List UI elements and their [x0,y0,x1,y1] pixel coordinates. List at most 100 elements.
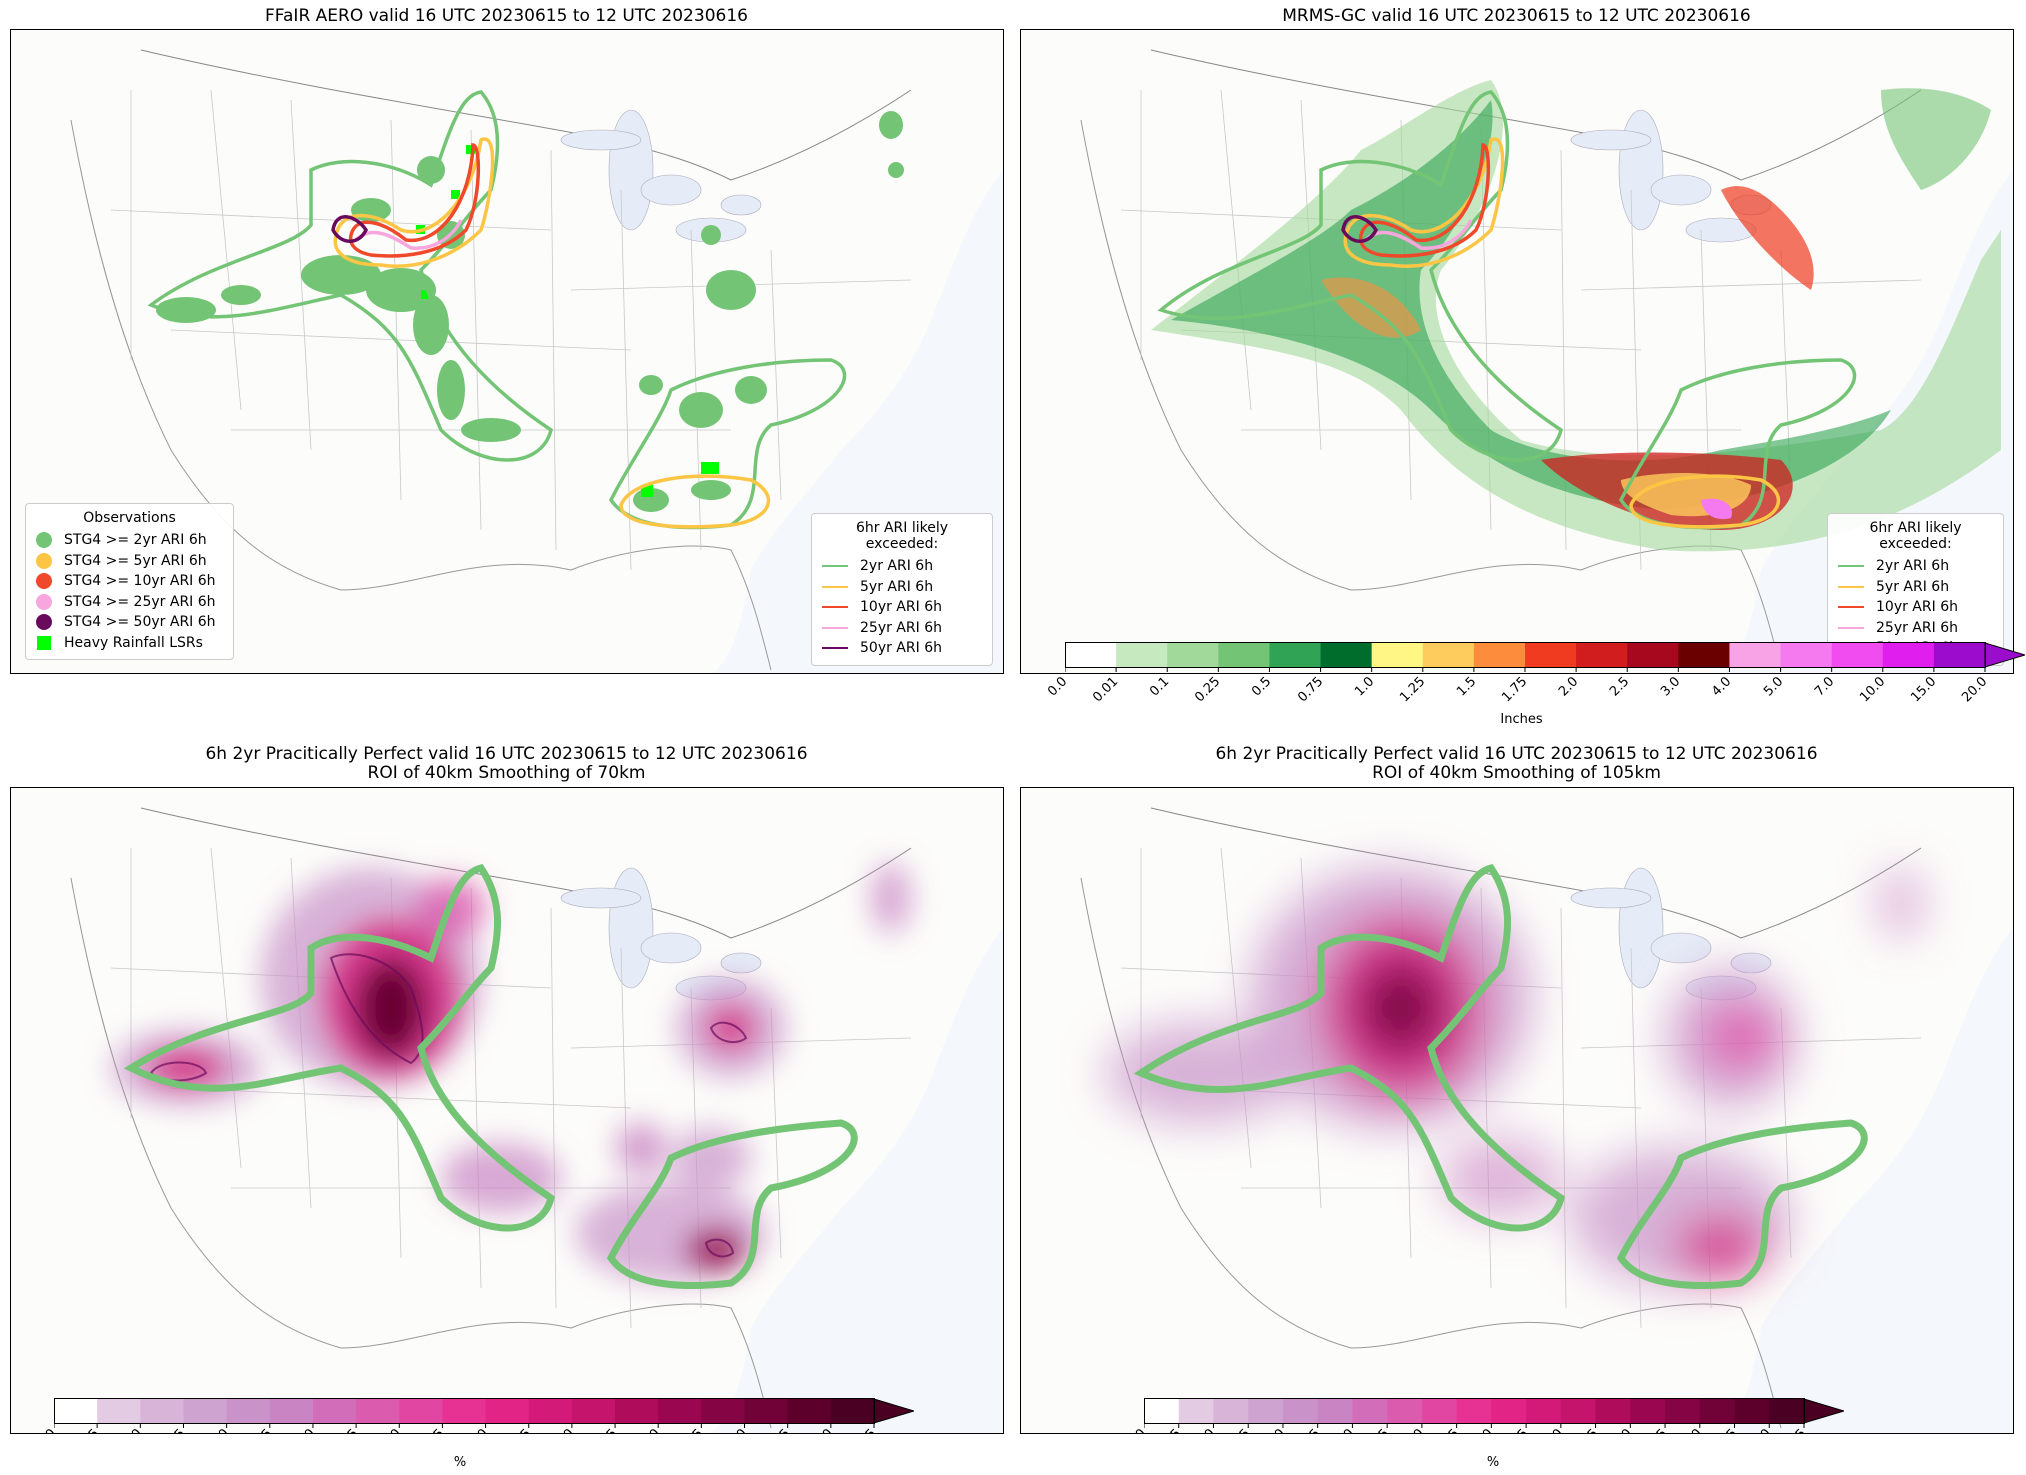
colorbar-segment [226,1399,271,1423]
land-area [11,30,1003,673]
map-pp-70km [11,788,1003,1433]
colorbar-segment [54,1399,98,1423]
legend-item: 25yr ARI 6h [1838,618,1993,639]
colorbar-segment [1595,1399,1631,1423]
forecast-2yr-contour [123,864,858,1289]
colorbar-segment [1729,643,1782,667]
colorbar-segment [1116,643,1168,667]
lake [608,867,654,989]
colorbar-segment [658,1399,702,1423]
colorbar-frame [54,1398,875,1424]
state-border [170,1087,632,1109]
legend-item: STG4 >= 10yr ARI 6h [36,571,223,592]
legend-item: 5yr ARI 6h [822,577,982,598]
state-border [210,847,242,1169]
colorbar-frame [1144,1398,1805,1424]
panel-title-br: 6h 2yr Pracitically Perfect valid 16 UTC… [1215,744,1818,783]
colorbar-segment [1526,1399,1562,1423]
state-border [210,89,242,411]
lake [1570,887,1652,909]
lake [720,194,762,216]
colorbar-segment [1780,643,1833,667]
colorbar-segment [356,1399,400,1423]
precip-colorbar-bar [1065,642,2025,672]
legend-title: Observations [83,510,176,526]
prob-colorbar-105km: 05101520253035404550556065707580859095 [1133,1398,2004,1433]
colorbar-segment [1320,643,1373,667]
colorbar-segment [1491,1399,1527,1423]
prob-colorbar-label-70km: % [453,1455,467,1470]
legend-title: 6hr ARI likely exceeded: [1869,520,1962,552]
state-border [550,907,557,1309]
ari-contours [1157,90,1857,530]
colorbar-segment [1630,1399,1666,1423]
forecast-2yr-contour [1133,864,1868,1289]
colorbar-segment [140,1399,184,1423]
colorbar-segment [830,1399,875,1423]
colorbar-tick-label: 20.0 [1959,674,1991,706]
colorbar-segment [1282,1399,1319,1423]
panel-title-tr: MRMS-GC valid 16 UTC 20230615 to 12 UTC … [1282,6,1751,26]
colorbar-segment [787,1399,832,1423]
legend-item: Heavy Rainfall LSRs [36,633,223,654]
ari-contours [147,90,847,530]
legend-item: STG4 >= 50yr ARI 6h [36,612,223,633]
colorbar-segment [1213,1399,1249,1423]
observations-legend: Observations STG4 >= 2yr ARI 6h STG4 >= … [25,503,234,660]
map-panel-ffair: Observations STG4 >= 2yr ARI 6h STG4 >= … [10,29,1004,674]
colorbar-segment [1525,643,1577,667]
colorbar-segment [1371,643,1424,667]
state-border [1560,907,1567,1309]
colorbar-segment [1665,1399,1701,1423]
colorbar-extend-arrow [1984,642,2025,668]
lake [560,129,642,151]
lake [1618,109,1664,231]
colorbar-segment [183,1399,228,1423]
prob-colorbar-bar [1144,1398,1844,1428]
colorbar-segment [97,1399,141,1423]
lake [1570,129,1652,151]
state-border [550,149,557,551]
map-panel-mrms: 6hr ARI likely exceeded: 2yr ARI 6h 5yr … [1020,29,2014,674]
colorbar-extend-arrow [1803,1398,1844,1424]
legend-item: STG4 >= 5yr ARI 6h [36,551,223,572]
colorbar-tick-label: 15.0 [1908,674,1940,706]
panel-title-bl: 6h 2yr Pracitically Perfect valid 16 UTC… [205,744,808,783]
prob-colorbar-label-105km: % [1486,1455,1500,1470]
lake [640,174,702,206]
lake [1618,867,1664,989]
colorbar-segment [1248,1399,1284,1423]
map-mrms [1021,30,2013,673]
colorbar-segment [1144,1399,1180,1423]
prob-colorbar-70km: 05101520253035404550556065707580859095 [43,1398,954,1433]
colorbar-tick-label: 4.0 [1709,674,1735,700]
colorbar-tick-label: 0.0 [1045,674,1071,700]
colorbar-extend-arrow [873,1398,914,1424]
mrms-precip-field [1151,80,2001,552]
legend-item: 10yr ARI 6h [822,597,982,618]
state-border [170,329,632,351]
colorbar-tick-label: 1.5 [1453,674,1480,700]
colorbar-tick-label: 0.01 [1090,674,1122,706]
legend-item: STG4 >= 25yr ARI 6h [36,592,223,613]
colorbar-tick-label: 0.75 [1294,674,1326,706]
ari-legend: 6hr ARI likely exceeded: 2yr ARI 6h 5yr … [811,513,993,666]
legend-item: 5yr ARI 6h [1838,577,1993,598]
colorbar-segment [1218,643,1270,667]
colorbar-segment [1933,643,1986,667]
colorbar-segment [1269,643,1322,667]
state-border [110,209,552,231]
colorbar-segment [1769,1399,1805,1423]
colorbar-segment [1576,643,1628,667]
colorbar-tick-label: 0.25 [1192,674,1224,706]
colorbar-segment [615,1399,659,1423]
colorbar-segment [1882,643,1935,667]
map-panel-pp-105km: 05101520253035404550556065707580859095 [1020,787,2014,1434]
colorbar-tick-label: 3.0 [1658,674,1684,700]
map-panel-pp-70km: 05101520253035404550556065707580859095 [10,787,1004,1434]
colorbar-segment [1421,1399,1458,1423]
colorbar-tick-label: 5.0 [1760,674,1786,700]
map-ffair [11,30,1003,673]
lake [560,887,642,909]
state-border [1220,89,1252,411]
